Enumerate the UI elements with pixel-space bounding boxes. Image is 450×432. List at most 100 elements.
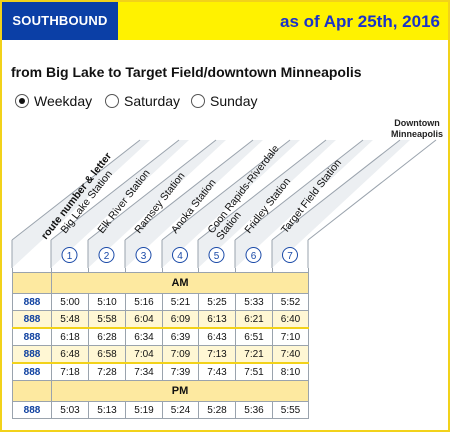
day-option-weekday[interactable]: Weekday (15, 93, 92, 109)
time-cell: 6:48 (51, 345, 89, 364)
table-row: 888 6:18 6:28 6:34 6:39 6:43 6:51 7:10 (12, 327, 309, 346)
spacer-cell (272, 268, 309, 273)
time-cell: 7:34 (125, 362, 163, 381)
section-header-am: AM (12, 272, 309, 294)
time-cell: 6:28 (88, 327, 126, 346)
station-number-label: 7 (287, 251, 293, 262)
station-number-badge (135, 247, 152, 263)
route-title: from Big Lake to Target Field/downtown M… (11, 64, 362, 80)
time-cell: 6:43 (198, 327, 236, 346)
day-option-label: Sunday (210, 93, 258, 109)
station-number-badge (172, 247, 188, 263)
header-divider-slant (124, 139, 254, 241)
time-cell: 5:52 (272, 293, 309, 311)
header-panel-shade (162, 140, 300, 268)
radio-icon[interactable] (191, 94, 205, 108)
direction-tab[interactable]: SOUTHBOUND (2, 2, 118, 40)
station-number-badge (61, 247, 78, 263)
time-cell: 5:10 (88, 293, 126, 311)
time-cell: 6:51 (235, 327, 273, 346)
time-cell: 6:40 (272, 310, 309, 329)
station-number-badge (282, 247, 298, 263)
header-divider-slant (50, 139, 180, 241)
section-spacer (12, 380, 52, 402)
day-option-label: Saturday (124, 93, 181, 109)
station-number-badge (245, 247, 262, 263)
header-panel-shade (88, 140, 226, 268)
time-cell: 5:48 (51, 310, 89, 329)
as-of-date: as of Apr 25th, 2016 (280, 12, 440, 31)
day-option-sunday[interactable]: Sunday (191, 93, 257, 109)
time-cell: 8:10 (272, 362, 309, 381)
station-number-label: 1 (67, 251, 73, 262)
time-cell: 7:39 (162, 362, 199, 381)
time-cell: 5:25 (198, 293, 236, 311)
time-cell: 5:21 (162, 293, 199, 311)
header-panel-shade (51, 140, 189, 268)
station-number-label: 6 (251, 251, 257, 262)
radio-icon[interactable] (15, 94, 29, 108)
time-cell: 5:03 (51, 401, 89, 419)
table-row: 888 7:18 7:28 7:34 7:39 7:43 7:51 8:10 (12, 362, 309, 381)
time-cell: 7:40 (272, 345, 309, 364)
header-divider-slant (11, 139, 141, 241)
station-number-badge (98, 247, 115, 263)
day-option-saturday[interactable]: Saturday (105, 93, 180, 109)
downtown-label: Minneapolis (391, 129, 443, 139)
time-cell: 7:43 (198, 362, 236, 381)
section-label: PM (51, 380, 309, 402)
radio-icon[interactable] (105, 94, 119, 108)
timetable: AM 888 5:00 5:10 5:16 5:21 5:25 5:33 5:52 888 5:48… (12, 268, 309, 419)
route-number-cell: 888 (12, 327, 52, 346)
time-cell: 5:16 (125, 293, 163, 311)
header-bar: SOUTHBOUND as of Apr 25th, 2016 (2, 2, 448, 40)
time-cell: 6:04 (125, 310, 163, 329)
header-divider-slant (197, 139, 327, 241)
downtown-label: Downtown (394, 118, 440, 128)
header-panel-shade (198, 140, 336, 268)
route-number-cell: 888 (12, 345, 52, 364)
time-cell: 5:24 (162, 401, 199, 419)
route-number-cell: 888 (12, 362, 52, 381)
station-number-label: 5 (214, 251, 220, 262)
time-cell: 7:09 (162, 345, 199, 364)
time-cell: 7:28 (88, 362, 126, 381)
header-divider-slant (87, 139, 217, 241)
time-cell: 5:19 (125, 401, 163, 419)
time-cell: 5:13 (88, 401, 126, 419)
day-option-label: Weekday (34, 93, 93, 109)
header-divider-slant (271, 139, 401, 241)
time-cell: 6:18 (51, 327, 89, 346)
table-row: 888 5:00 5:10 5:16 5:21 5:25 5:33 5:52 (12, 293, 309, 311)
time-cell: 6:21 (235, 310, 273, 329)
time-cell: 5:36 (235, 401, 273, 419)
time-cell: 6:34 (125, 327, 163, 346)
route-number-cell: 888 (12, 293, 52, 311)
header-divider-slant (161, 139, 291, 241)
header-panel-shade (272, 140, 410, 268)
time-cell: 7:18 (51, 362, 89, 381)
time-cell: 7:51 (235, 362, 273, 381)
table-row: 888 5:48 5:58 6:04 6:09 6:13 6:21 6:40 (12, 310, 309, 329)
time-cell: 6:09 (162, 310, 199, 329)
time-cell: 6:58 (88, 345, 126, 364)
route-number-cell: 888 (12, 310, 52, 329)
header-divider-slant (234, 139, 364, 241)
section-spacer (12, 272, 52, 294)
station-number-badge (208, 247, 225, 263)
time-cell: 7:21 (235, 345, 273, 364)
table-row: 888 6:48 6:58 7:04 7:09 7:13 7:21 7:40 (12, 345, 309, 364)
header-divider-slant (307, 139, 437, 241)
spacer-row (12, 268, 309, 273)
time-cell: 5:00 (51, 293, 89, 311)
section-header-pm: PM (12, 380, 309, 402)
header-panel-shade (235, 140, 373, 268)
station-number-label: 3 (141, 251, 147, 262)
time-cell: 5:58 (88, 310, 126, 329)
time-cell: 7:13 (198, 345, 236, 364)
station-number-label: 4 (177, 251, 183, 262)
time-cell: 5:55 (272, 401, 309, 419)
table-row: 888 5:03 5:13 5:19 5:24 5:28 5:36 5:55 (12, 401, 309, 419)
